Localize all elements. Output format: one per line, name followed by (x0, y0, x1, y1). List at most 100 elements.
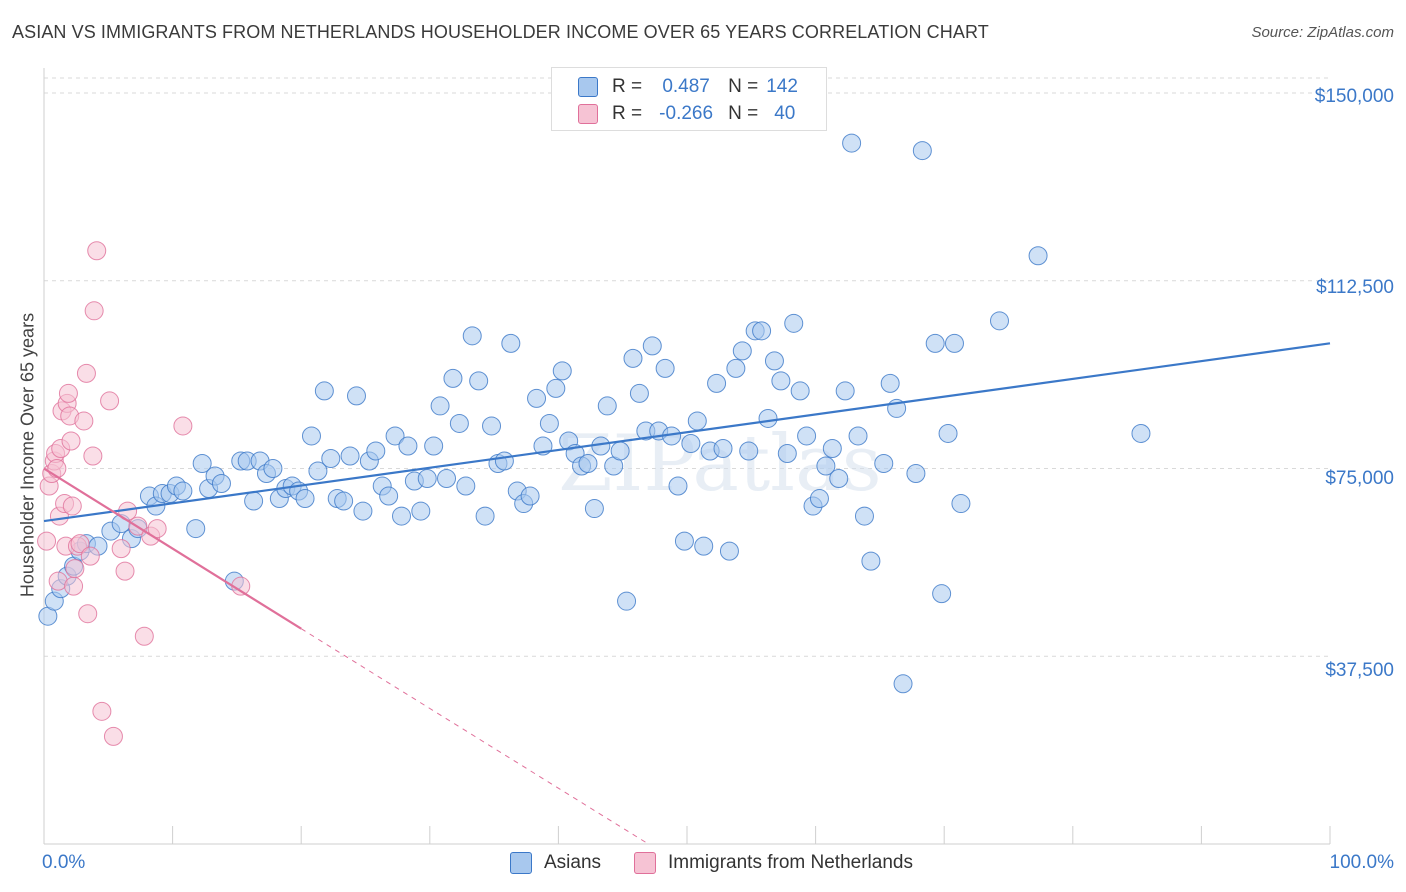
asians-point (469, 371, 489, 391)
asians-point (707, 373, 727, 393)
asians-point (443, 368, 463, 388)
asians-point (301, 426, 321, 446)
correlation-legend: R = 0.487 N = 142 R = -0.266 N = 40 (551, 67, 827, 131)
asians-point (777, 443, 797, 463)
x-tick-label: 100.0% (1329, 852, 1394, 873)
netherlands-point (115, 561, 135, 581)
legend-r-value: 0.487 (662, 76, 710, 97)
asians-point (263, 459, 283, 479)
asians-point (411, 501, 431, 521)
asians-point (192, 454, 212, 474)
bottom-legend-label: Immigrants from Netherlands (668, 852, 913, 873)
asians-point (809, 489, 829, 509)
y-tick-label: $150,000 (1314, 86, 1394, 107)
asians-point (835, 381, 855, 401)
asians-point (694, 536, 714, 556)
asians-point (752, 321, 772, 341)
asians-point (938, 423, 958, 443)
netherlands-point (78, 604, 98, 624)
legend-n-label: N = (728, 103, 759, 124)
legend-swatch-blue (578, 77, 598, 97)
asians-point (880, 373, 900, 393)
asians-point (932, 584, 952, 604)
legend-n-value: 40 (774, 103, 796, 124)
asians-point (546, 378, 566, 398)
asians-point (552, 361, 572, 381)
netherlands-point (70, 534, 90, 554)
asians-point (655, 358, 675, 378)
netherlands-trend-line (43, 467, 302, 630)
bottom-legend-netherlands: Immigrants from Netherlands (634, 852, 913, 874)
asians-point (321, 448, 341, 468)
asians-point (784, 313, 804, 333)
legend-r-label: R = (612, 103, 643, 124)
asians-point (494, 451, 514, 471)
asians-point (764, 351, 784, 371)
asians-point (629, 383, 649, 403)
asians-point (520, 486, 540, 506)
asians-point (385, 426, 405, 446)
netherlands-point (111, 539, 131, 559)
asians-point (951, 494, 971, 514)
asians-point (424, 436, 444, 456)
asians-point (912, 141, 932, 161)
asians-point (340, 446, 360, 466)
asians-point (578, 454, 598, 474)
netherlands-point (147, 519, 167, 539)
asians-point (944, 333, 964, 353)
asians-point (186, 519, 206, 539)
bottom-legend-swatch-pink (634, 852, 656, 874)
asians-point (642, 336, 662, 356)
asians-point (539, 413, 559, 433)
netherlands-point (65, 559, 85, 579)
asians-point (211, 474, 231, 494)
y-tick-label: $37,500 (1325, 660, 1394, 681)
asians-point (584, 499, 604, 519)
legend-row-netherlands: R = -0.266 N = 40 (578, 101, 795, 127)
asians-point (1028, 246, 1048, 266)
legend-row-asians: R = 0.487 N = 142 (578, 74, 798, 100)
legend-swatch-pink (578, 104, 598, 124)
netherlands-point (58, 383, 78, 403)
asians-point (314, 381, 334, 401)
netherlands-point (87, 241, 107, 261)
netherlands-point (84, 301, 104, 321)
asians-point (732, 341, 752, 361)
asians-point (719, 541, 739, 561)
asians-point (527, 388, 547, 408)
asians-point (906, 464, 926, 484)
asians-point (482, 416, 502, 436)
asians-point (623, 348, 643, 368)
netherlands-point (92, 701, 112, 721)
bottom-legend-asians: Asians (510, 852, 601, 874)
asians-point (687, 411, 707, 431)
y-tick-label: $75,000 (1325, 468, 1394, 489)
netherlands-point (80, 546, 100, 566)
asians-point (417, 469, 437, 489)
bottom-legend-swatch-blue (510, 852, 532, 874)
asians-point (346, 386, 366, 406)
bottom-legend-label: Asians (544, 852, 602, 873)
legend-r-value: -0.266 (659, 103, 714, 124)
asians-point (610, 441, 630, 461)
asians-point (726, 358, 746, 378)
netherlands-point (173, 416, 193, 436)
asians-point (449, 413, 469, 433)
asians-point (334, 491, 354, 511)
asians-point (398, 436, 418, 456)
asians-point (244, 491, 264, 511)
asians-point (501, 333, 521, 353)
asians-point (797, 426, 817, 446)
asians-point (617, 591, 637, 611)
netherlands-point (61, 431, 81, 451)
asians-point (848, 426, 868, 446)
asians-point (430, 396, 450, 416)
legend-n-label: N = (728, 76, 759, 97)
legend-n-value: 142 (766, 76, 798, 97)
netherlands-point (76, 363, 96, 383)
x-tick-label: 0.0% (42, 852, 86, 873)
asians-point (771, 371, 791, 391)
asians-point (893, 674, 913, 694)
asians-point (874, 454, 894, 474)
